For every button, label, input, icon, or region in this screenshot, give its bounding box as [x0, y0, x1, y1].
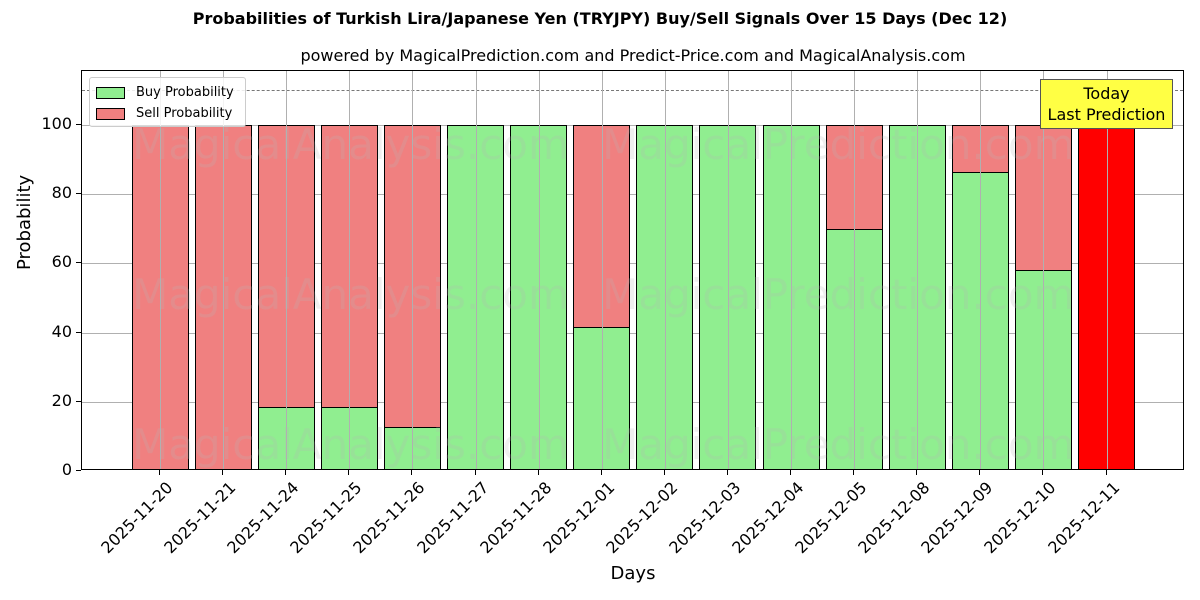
y-tick-mark [76, 400, 81, 402]
reference-line [82, 90, 1183, 91]
annotation-line2: Last Prediction [1047, 105, 1166, 124]
legend: Buy Probability Sell Probability [89, 77, 246, 127]
y-tick-mark [76, 124, 81, 125]
gridline-vertical [475, 71, 477, 469]
x-tick-mark [979, 470, 981, 475]
x-tick-mark [474, 470, 476, 475]
gridline-horizontal [82, 125, 1183, 126]
gridline-vertical [223, 71, 225, 469]
gridline-vertical [412, 71, 414, 469]
gridline-horizontal [82, 194, 1183, 196]
y-tick-mark [76, 262, 81, 264]
gridline-vertical [791, 71, 792, 469]
x-tick-mark [853, 470, 855, 475]
y-tick-mark [76, 331, 81, 333]
gridline-vertical [1106, 71, 1108, 469]
gridline-vertical [160, 71, 161, 469]
y-tick-label: 60 [51, 252, 72, 272]
legend-label-buy: Buy Probability [136, 85, 234, 100]
buy-swatch-icon [96, 86, 125, 99]
chart-subtitle: powered by MagicalPrediction.com and Pre… [300, 46, 966, 65]
gridline-horizontal [82, 263, 1183, 265]
x-tick-mark [159, 470, 160, 475]
gridline-vertical [664, 71, 666, 469]
gridline-vertical [727, 71, 729, 469]
y-tick-label: 20 [51, 390, 72, 410]
x-tick-mark [663, 470, 665, 475]
gridline-vertical [601, 71, 603, 469]
gridline-horizontal [82, 401, 1183, 403]
gridline-vertical [917, 71, 919, 469]
y-tick-label: 0 [61, 460, 72, 479]
annotation-line1: Today [1083, 84, 1130, 103]
x-axis-label: Days [610, 563, 656, 584]
gridline-vertical [349, 71, 351, 469]
x-tick-mark [222, 470, 224, 475]
x-tick-mark [916, 470, 918, 475]
y-tick-mark [76, 470, 81, 471]
x-tick-mark [1105, 470, 1107, 475]
x-tick-mark [790, 470, 791, 475]
y-tick-label: 40 [51, 321, 72, 341]
gridline-vertical [854, 71, 856, 469]
x-tick-mark [1042, 470, 1044, 475]
gridline-vertical [286, 71, 288, 469]
x-tick-mark [348, 470, 350, 475]
chart-title: Probabilities of Turkish Lira/Japanese Y… [192, 9, 1008, 28]
gridline-vertical [1043, 71, 1045, 469]
x-tick-mark [285, 470, 287, 475]
y-tick-mark [76, 193, 81, 195]
today-annotation: Today Last Prediction [1040, 79, 1173, 129]
y-axis-label: Probability [14, 174, 35, 270]
sell-swatch-icon [96, 107, 125, 120]
x-tick-mark [600, 470, 602, 475]
y-tick-label: 80 [51, 183, 72, 203]
x-tick-mark [726, 470, 728, 475]
legend-item-sell: Sell Probability [96, 106, 232, 121]
x-tick-mark [537, 470, 539, 475]
y-tick-label: 100 [41, 114, 72, 133]
plot-area: Buy Probability Sell Probability Magical… [81, 70, 1184, 470]
gridline-horizontal [82, 332, 1183, 334]
gridline-vertical [980, 71, 982, 469]
gridline-vertical [538, 71, 540, 469]
legend-label-sell: Sell Probability [136, 106, 233, 121]
legend-item-buy: Buy Probability [96, 85, 234, 100]
x-tick-mark [411, 470, 413, 475]
